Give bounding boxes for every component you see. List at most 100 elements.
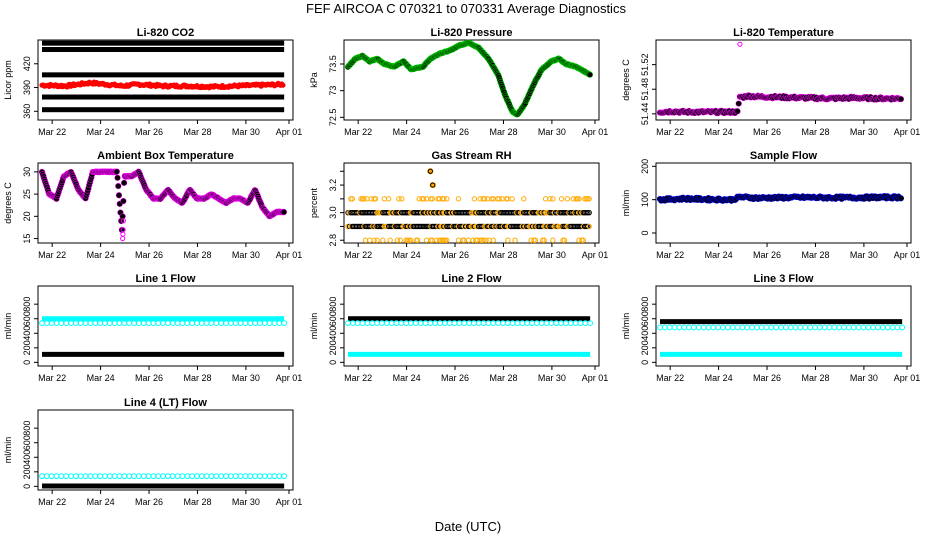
x-tick-label: Mar 24	[87, 127, 115, 137]
x-tick-label: Mar 28	[183, 250, 211, 260]
data-point	[252, 320, 258, 326]
x-tick-label: Mar 26	[753, 373, 781, 383]
data-point	[281, 320, 288, 326]
x-tick-label: Mar 26	[753, 127, 781, 137]
data-point	[120, 198, 126, 204]
data-point	[749, 324, 755, 331]
data-point	[509, 196, 515, 202]
data-point	[898, 195, 904, 201]
data-point	[753, 324, 760, 331]
x-tick-label: Apr 01	[582, 127, 609, 137]
x-tick-label: Mar 22	[38, 250, 66, 260]
series-line4-low	[42, 483, 285, 489]
data-point	[379, 320, 385, 326]
x-tick-label: Mar 26	[753, 250, 781, 260]
series-cal-low	[42, 94, 285, 100]
data-point	[73, 320, 79, 326]
data-point	[509, 320, 516, 326]
data-point	[345, 320, 351, 326]
data-point	[271, 473, 278, 480]
panel-title: Line 2 Flow	[442, 273, 502, 285]
data-point	[542, 196, 549, 202]
series-line2-dip	[345, 320, 594, 326]
data-band	[42, 94, 285, 100]
data-point	[39, 473, 45, 480]
data-point	[242, 473, 249, 480]
data-point	[486, 237, 492, 243]
data-point	[126, 473, 133, 480]
data-point	[387, 237, 393, 243]
plot-frame	[37, 162, 294, 244]
data-point	[700, 324, 707, 331]
data-point	[710, 324, 717, 331]
x-tick-label: Apr 01	[582, 373, 609, 383]
series-temperature	[656, 92, 905, 117]
data-point	[676, 324, 683, 331]
series-rh	[345, 196, 592, 243]
y-tick-label: 51.44	[640, 103, 650, 126]
data-point	[417, 320, 424, 326]
panel-title: Li-820 Temperature	[733, 27, 834, 39]
panel-title: Gas Stream RH	[431, 150, 511, 162]
data-point	[82, 473, 89, 480]
data-point	[504, 320, 511, 326]
data-point	[114, 175, 121, 181]
data-point	[82, 320, 89, 326]
series-sample-flow	[656, 193, 905, 204]
data-point	[213, 473, 220, 480]
data-point	[184, 320, 191, 326]
x-tick-label: Mar 26	[135, 497, 163, 507]
data-point	[490, 320, 497, 326]
x-tick-label: Mar 22	[344, 250, 372, 260]
data-point	[484, 196, 491, 202]
data-point	[505, 237, 511, 243]
data-band	[42, 72, 285, 78]
panels: Li-820 CO2 Licor ppm 360 390 420 Mar 22 Mar 24…	[3, 27, 920, 507]
y-axis-label: percent	[309, 187, 319, 218]
data-point	[564, 196, 571, 202]
data-point	[737, 41, 743, 47]
y-tick-label: 200	[640, 340, 650, 355]
data-point	[783, 324, 789, 331]
data-point	[572, 320, 579, 326]
data-point	[381, 196, 388, 202]
data-point	[422, 320, 429, 326]
data-point	[729, 324, 736, 331]
data-point	[121, 320, 128, 326]
x-tick-label: Apr 01	[894, 127, 921, 137]
data-point	[686, 324, 692, 331]
data-point	[367, 237, 373, 243]
data-point	[174, 473, 181, 480]
data-point	[898, 96, 904, 102]
data-point	[131, 320, 137, 326]
y-tick-label: 100	[640, 192, 650, 207]
data-point	[778, 324, 784, 331]
data-point	[280, 82, 286, 88]
series-line3-low	[660, 351, 903, 357]
data-band	[42, 40, 285, 46]
x-tick-label: Mar 26	[441, 127, 469, 137]
data-point	[466, 320, 472, 326]
x-tick-label: Mar 26	[135, 127, 163, 137]
data-point	[362, 237, 369, 243]
plot-frame	[37, 39, 294, 121]
data-point	[441, 320, 448, 326]
y-tick-label: 15	[22, 234, 32, 244]
data-point	[455, 237, 462, 243]
data-point	[102, 473, 108, 480]
data-point	[899, 324, 906, 331]
data-point	[160, 473, 166, 480]
data-point	[550, 237, 556, 243]
data-point	[894, 324, 901, 331]
data-point	[465, 237, 472, 243]
data-point	[364, 320, 371, 326]
data-point	[92, 473, 99, 480]
data-point	[865, 324, 872, 331]
data-point	[53, 320, 60, 326]
data-point	[106, 320, 113, 326]
data-point	[446, 320, 453, 326]
x-tick-label: Mar 30	[850, 373, 878, 383]
data-point	[485, 320, 492, 326]
data-point	[131, 473, 137, 480]
y-tick-label: 200	[328, 340, 338, 355]
